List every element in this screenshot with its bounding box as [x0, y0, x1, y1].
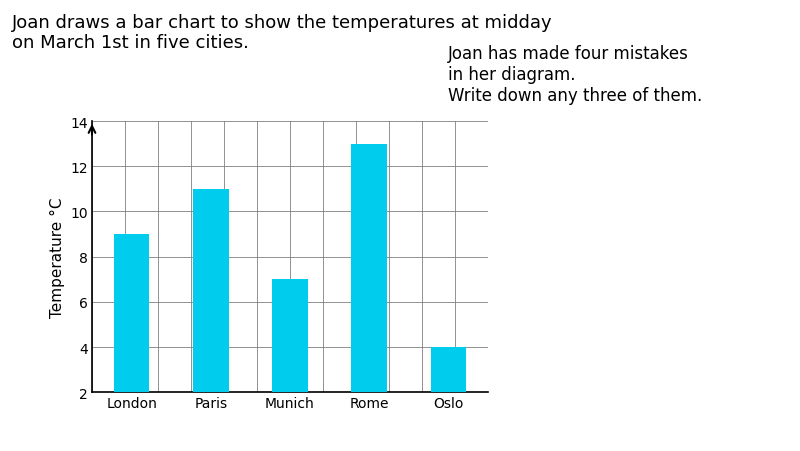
Bar: [193, 189, 229, 392]
Bar: [114, 235, 150, 392]
Text: Joan has made four mistakes
in her diagram.
Write down any three of them.: Joan has made four mistakes in her diagr…: [448, 45, 702, 105]
Bar: [430, 347, 466, 392]
Text: Joan draws a bar chart to show the temperatures at midday
on March 1st in five c: Joan draws a bar chart to show the tempe…: [12, 14, 553, 52]
Bar: [351, 144, 387, 392]
Bar: [272, 280, 308, 392]
Y-axis label: Temperature °C: Temperature °C: [50, 197, 65, 317]
